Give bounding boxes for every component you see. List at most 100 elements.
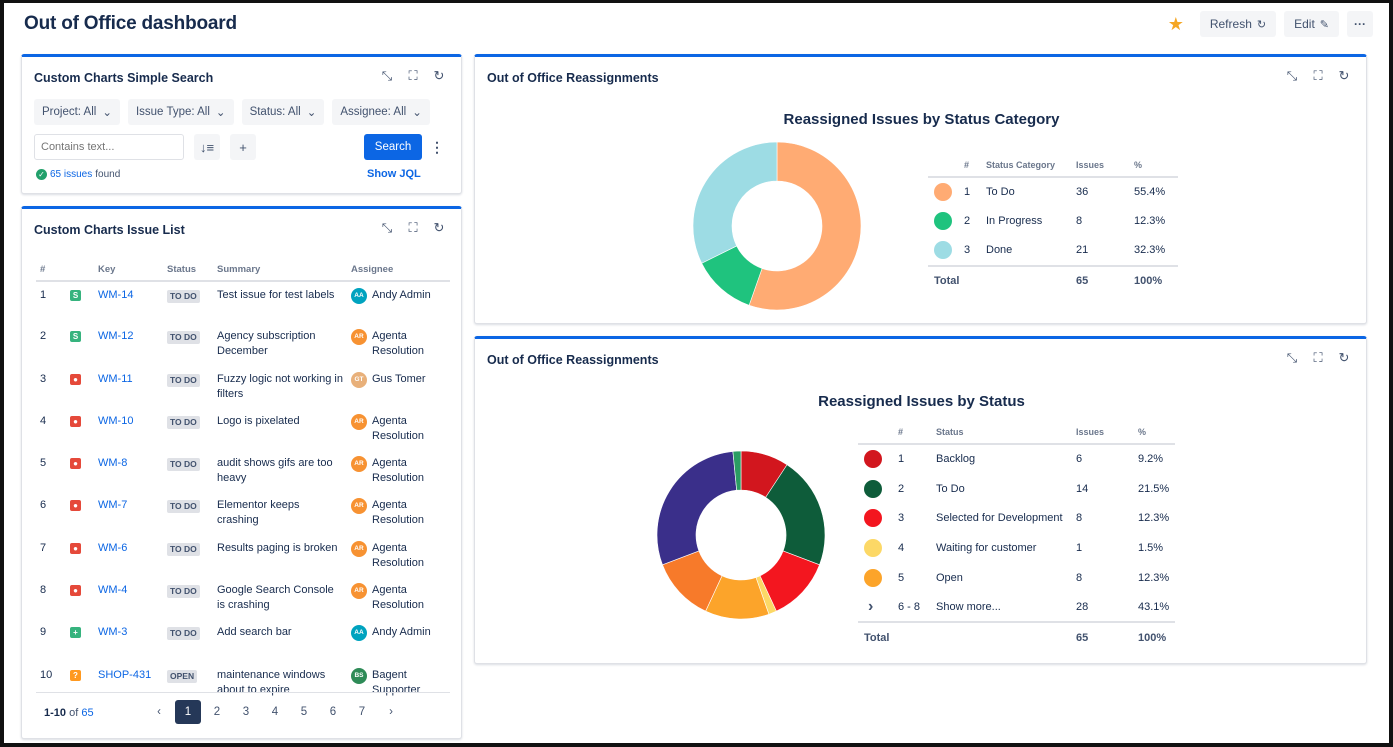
page-button[interactable]: 7 xyxy=(358,706,366,718)
plus-icon: + xyxy=(239,139,247,155)
fullscreen-icon[interactable]: ⛶ xyxy=(408,68,418,83)
legend-issues[interactable]: 36 xyxy=(1076,186,1089,199)
donut-slice[interactable] xyxy=(692,141,778,264)
page-button[interactable]: 1 xyxy=(175,700,201,724)
row-key-cell: WM-6 xyxy=(94,535,163,577)
minimize-icon[interactable]: ⤡ xyxy=(381,220,393,235)
legend-issues[interactable]: 14 xyxy=(1076,482,1089,495)
minimize-icon[interactable]: ⤡ xyxy=(381,68,393,83)
legend-row[interactable]: 3 Done 21 32.3% xyxy=(928,236,1178,266)
issue-key-link[interactable]: WM-12 xyxy=(98,330,134,343)
table-row[interactable]: 7 ● WM-6 TO DO Results paging is broken AR Age… xyxy=(36,535,450,577)
table-row[interactable]: 10? SHOP-431 OPEN maintenance windows about… xyxy=(36,662,450,704)
page-button[interactable]: 4 xyxy=(271,706,279,718)
refresh-icon[interactable]: ↻ xyxy=(433,68,445,83)
minimize-icon[interactable]: ⤡ xyxy=(1286,68,1298,83)
page-button[interactable]: 6 xyxy=(329,706,337,718)
table-row[interactable]: 8 ● WM-4 TO DO Google Search Console is cras… xyxy=(36,577,450,619)
issue-key-link[interactable]: WM-7 xyxy=(98,499,128,512)
search-button[interactable]: Search xyxy=(364,134,422,160)
issue-key-link[interactable]: WM-3 xyxy=(98,626,128,639)
legend-issues[interactable]: 21 xyxy=(1076,244,1089,257)
issue-key-link[interactable]: WM-4 xyxy=(98,584,128,597)
issue-key-link[interactable]: WM-11 xyxy=(98,372,133,385)
legend-issues[interactable]: 28 xyxy=(1076,600,1089,613)
table-row[interactable]: 6 ● WM-7 TO DO Elementor keeps crashing AR Age… xyxy=(36,492,450,534)
legend-row[interactable]: 2 In Progress 8 12.3% xyxy=(928,207,1178,237)
refresh-icon[interactable]: ↻ xyxy=(1338,350,1350,365)
legend-issues[interactable]: 8 xyxy=(1076,215,1083,228)
pencil-icon: ✎ xyxy=(1319,18,1329,31)
refresh-icon[interactable]: ↻ xyxy=(1338,68,1350,83)
pager-range: 1-10 xyxy=(44,707,67,719)
next-page-button[interactable]: › xyxy=(389,706,393,718)
col-type[interactable] xyxy=(66,259,94,282)
legend-row[interactable]: 5 Open 8 12.3% xyxy=(858,563,1175,593)
col-status[interactable]: Status xyxy=(163,259,213,282)
issue-key-link[interactable]: WM-6 xyxy=(98,541,128,554)
legend-issues[interactable]: 1 xyxy=(1076,541,1083,554)
issue-key-link[interactable]: SHOP-431 xyxy=(98,668,152,681)
issue-key-link[interactable]: WM-8 xyxy=(98,457,128,470)
add-filter-button[interactable]: + xyxy=(230,134,256,160)
donut-slice[interactable] xyxy=(732,450,742,491)
legend-row[interactable]: › 6 - 8 Show more... 28 43.1% xyxy=(858,592,1175,622)
page-button[interactable]: 3 xyxy=(242,706,250,718)
fullscreen-icon[interactable]: ⛶ xyxy=(1313,68,1323,83)
more-button[interactable]: ··· xyxy=(1347,11,1373,37)
assignee: AR Agenta Resolution xyxy=(351,329,446,359)
table-row[interactable]: 4 ● WM-10 TO DO Logo is pixelated AR Agenta Re… xyxy=(36,408,450,450)
minimize-icon[interactable]: ⤡ xyxy=(1286,350,1298,365)
assignee-filter[interactable]: Assignee: All ⌄ xyxy=(332,99,430,125)
col-number[interactable]: # xyxy=(36,259,66,282)
assignee-name: Andy Admin xyxy=(372,626,431,639)
col-summary[interactable]: Summary xyxy=(213,259,347,282)
table-row[interactable]: 5 ● WM-8 TO DO audit shows gifs are too heav… xyxy=(36,450,450,492)
assignee-name: Agenta Resolution xyxy=(372,541,424,569)
sort-button[interactable]: ↓≡ xyxy=(194,134,220,160)
legend-issues[interactable]: 8 xyxy=(1076,571,1083,584)
legend-row[interactable]: 1 Backlog 6 9.2% xyxy=(858,444,1175,474)
issues-found-link[interactable]: 65 issues xyxy=(50,169,93,180)
legend-swatch-cell xyxy=(858,533,892,563)
issue-type-filter[interactable]: Issue Type: All ⌄ xyxy=(127,99,234,125)
legend-row[interactable]: 2 To Do 14 21.5% xyxy=(858,474,1175,504)
table-row[interactable]: 9 + WM-3 TO DO Add search bar AA Andy Admin xyxy=(36,619,450,661)
refresh-icon: ↻ xyxy=(1256,18,1267,31)
refresh-button[interactable]: Refresh ↻ xyxy=(1199,11,1277,37)
total-issues: 65 xyxy=(1070,621,1132,653)
chevron-right-icon[interactable]: › xyxy=(868,597,874,615)
legend-label: In Progress xyxy=(986,215,1043,228)
project-filter[interactable]: Project: All ⌄ xyxy=(34,99,120,125)
donut-slice[interactable] xyxy=(656,451,737,566)
page-button[interactable]: 5 xyxy=(300,706,308,718)
legend-label[interactable]: Show more... xyxy=(936,600,1001,613)
contains-text-input[interactable] xyxy=(34,134,184,160)
star-icon[interactable]: ★ xyxy=(1167,14,1184,34)
row-number: 6 xyxy=(40,499,47,512)
legend-row[interactable]: 1 To Do 36 55.4% xyxy=(928,177,1178,207)
prev-page-button[interactable]: ‹ xyxy=(157,706,161,718)
edit-button[interactable]: Edit ✎ xyxy=(1284,11,1339,37)
show-jql-link[interactable]: Show JQL xyxy=(367,168,421,180)
donut-slice[interactable] xyxy=(748,141,862,311)
refresh-icon[interactable]: ↻ xyxy=(433,220,445,235)
col-key[interactable]: Key xyxy=(94,259,163,282)
issue-key-link[interactable]: WM-14 xyxy=(98,289,134,301)
pager-total-link[interactable]: 65 xyxy=(81,707,94,719)
col-assignee[interactable]: Assignee xyxy=(347,259,450,282)
legend-issues[interactable]: 6 xyxy=(1076,453,1083,466)
table-row[interactable]: 3 ● WM-11 TO DO Fuzzy logic not working in f… xyxy=(36,366,450,408)
table-row[interactable]: 1 S WM-14 TO DO Test issue for test labels AA… xyxy=(36,281,450,323)
page-button[interactable]: 2 xyxy=(213,706,221,718)
fullscreen-icon[interactable]: ⛶ xyxy=(1313,350,1323,365)
issue-key-link[interactable]: WM-10 xyxy=(98,414,134,427)
table-row[interactable]: 2 S WM-12 TO DO Agency subscription December… xyxy=(36,323,450,365)
legend-issues[interactable]: 8 xyxy=(1076,512,1083,525)
chevron-down-icon: ⌄ xyxy=(412,107,422,119)
legend-row[interactable]: 4 Waiting for customer 1 1.5% xyxy=(858,533,1175,563)
fullscreen-icon[interactable]: ⛶ xyxy=(408,220,418,235)
status-filter[interactable]: Status: All ⌄ xyxy=(241,99,325,125)
kebab-menu-icon[interactable]: ⋮ xyxy=(430,139,444,155)
legend-row[interactable]: 3 Selected for Development 8 12.3% xyxy=(858,503,1175,533)
